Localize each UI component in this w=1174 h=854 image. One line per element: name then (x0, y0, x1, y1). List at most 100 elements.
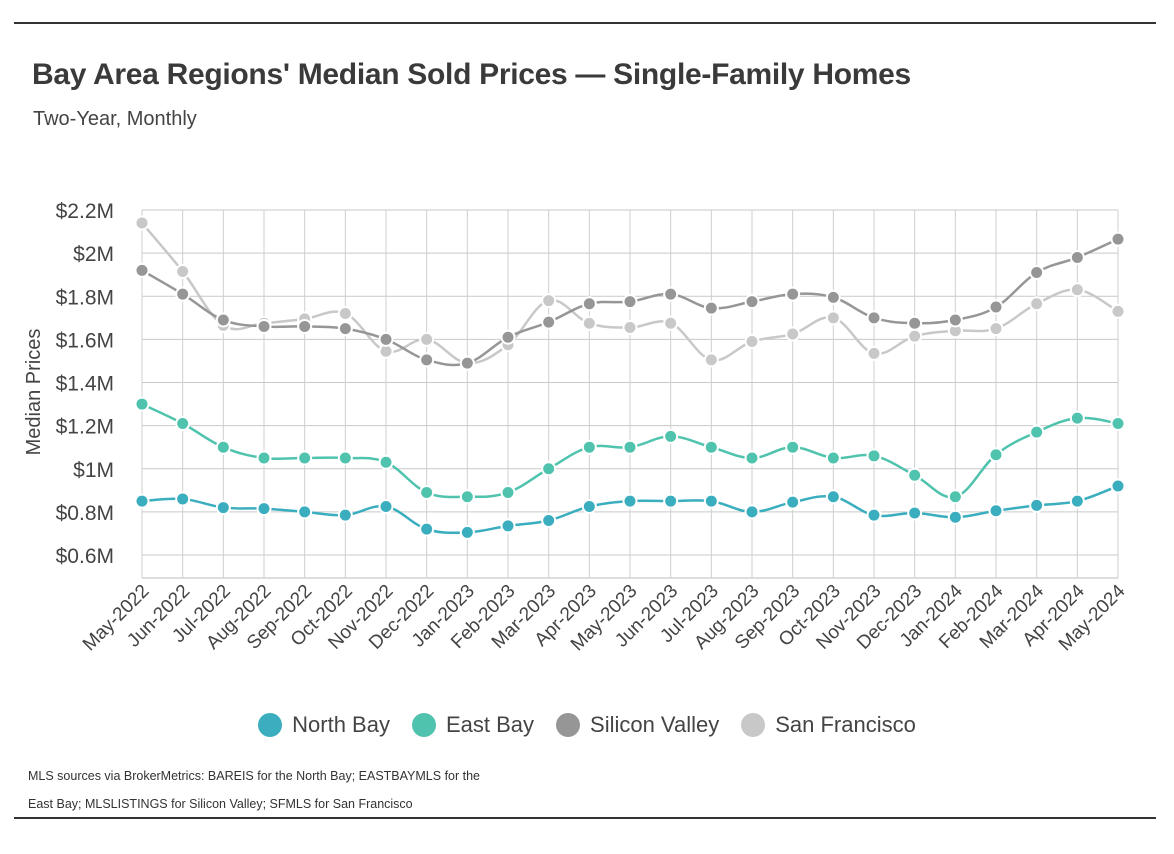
data-point-silicon-valley (947, 312, 963, 328)
data-point-north-bay (663, 493, 679, 509)
legend-swatch-san-francisco (741, 713, 766, 737)
source-note: MLS sources via BrokerMetrics: BAREIS fo… (28, 769, 481, 811)
data-point-san-francisco (866, 345, 882, 361)
y-tick-label: $2.2M (56, 200, 114, 223)
data-point-east-bay (744, 450, 760, 466)
grid-lines (141, 209, 1119, 579)
y-axis-label: Median Prices (23, 329, 45, 456)
chart-subtitle: Two-Year, Monthly (33, 108, 197, 130)
legend-swatch-east-bay (411, 713, 436, 737)
data-point-silicon-valley (988, 299, 1004, 315)
data-point-east-bay (947, 489, 963, 505)
data-point-north-bay (581, 498, 597, 514)
data-point-san-francisco (988, 321, 1004, 337)
data-point-silicon-valley (663, 286, 679, 302)
data-point-north-bay (622, 493, 638, 509)
data-point-silicon-valley (703, 300, 719, 316)
data-point-east-bay (581, 439, 597, 455)
y-tick-label: $2M (73, 243, 114, 266)
data-point-north-bay (825, 489, 841, 505)
y-tick-label: $1.2M (56, 416, 114, 439)
data-point-silicon-valley (541, 314, 557, 330)
data-point-east-bay (297, 450, 313, 466)
legend: North Bay East Bay Silicon Valley San Franc… (0, 712, 1174, 738)
line-chart: $0.6M $0.8M $1M $1.2M $1.4M $1.6M $1.8M $2M $2.2… (23, 200, 1130, 655)
data-point-north-bay (337, 507, 353, 523)
data-point-east-bay (378, 454, 394, 470)
data-point-silicon-valley (785, 286, 801, 302)
legend-swatch-silicon-valley (556, 713, 581, 737)
data-point-san-francisco (419, 331, 435, 347)
data-point-san-francisco (1029, 296, 1045, 312)
data-point-east-bay (1029, 424, 1045, 440)
data-point-north-bay (500, 518, 516, 534)
data-point-silicon-valley (866, 310, 882, 326)
data-point-san-francisco (541, 293, 557, 309)
data-point-north-bay (1029, 497, 1045, 513)
data-point-north-bay (785, 494, 801, 510)
data-point-silicon-valley (297, 318, 313, 334)
data-point-east-bay (866, 448, 882, 464)
top-rule (14, 22, 1156, 24)
data-point-north-bay (907, 505, 923, 521)
y-tick-label: $0.6M (56, 545, 114, 568)
data-point-east-bay (256, 450, 272, 466)
data-point-silicon-valley (1110, 231, 1126, 247)
data-point-san-francisco (1069, 282, 1085, 298)
data-point-silicon-valley (134, 262, 150, 278)
y-tick-label: $1M (73, 459, 114, 482)
data-point-east-bay (785, 439, 801, 455)
legend-item-north-bay: North Bay (258, 712, 390, 738)
data-point-east-bay (1069, 410, 1085, 426)
data-point-east-bay (663, 428, 679, 444)
data-point-north-bay (988, 503, 1004, 519)
x-axis-ticks: May-2022Jun-2022Jul-2022Aug-2022Sep-2022… (79, 580, 1130, 655)
data-point-silicon-valley (419, 352, 435, 368)
legend-item-silicon-valley: Silicon Valley (556, 712, 719, 738)
legend-label-san-francisco: San Francisco (775, 712, 916, 737)
data-point-north-bay (419, 521, 435, 537)
legend-label-north-bay: North Bay (292, 712, 390, 737)
data-point-north-bay (703, 493, 719, 509)
data-point-silicon-valley (459, 355, 475, 371)
data-point-silicon-valley (378, 331, 394, 347)
data-point-north-bay (947, 509, 963, 525)
data-point-north-bay (1110, 478, 1126, 494)
data-point-silicon-valley (744, 294, 760, 310)
data-point-north-bay (134, 493, 150, 509)
data-point-east-bay (215, 439, 231, 455)
data-point-san-francisco (581, 315, 597, 331)
data-point-san-francisco (744, 334, 760, 350)
data-point-east-bay (703, 439, 719, 455)
bottom-rule (14, 817, 1156, 819)
data-point-east-bay (175, 415, 191, 431)
data-point-east-bay (988, 447, 1004, 463)
data-point-east-bay (134, 396, 150, 412)
data-point-silicon-valley (337, 321, 353, 337)
data-point-east-bay (1110, 415, 1126, 431)
data-point-north-bay (297, 504, 313, 520)
data-point-north-bay (256, 501, 272, 517)
data-point-east-bay (500, 484, 516, 500)
data-point-north-bay (175, 491, 191, 507)
data-point-silicon-valley (215, 312, 231, 328)
legend-label-east-bay: East Bay (445, 712, 535, 737)
data-point-san-francisco (175, 263, 191, 279)
data-point-east-bay (419, 484, 435, 500)
y-tick-label: $1.4M (56, 373, 114, 396)
y-axis-ticks: $0.6M $0.8M $1M $1.2M $1.4M $1.6M $1.8M $2M $2.2… (56, 200, 114, 568)
data-point-north-bay (866, 507, 882, 523)
data-point-east-bay (337, 450, 353, 466)
data-point-silicon-valley (256, 318, 272, 334)
data-point-san-francisco (134, 215, 150, 231)
data-point-silicon-valley (907, 315, 923, 331)
chart-title: Bay Area Regions' Median Sold Prices — S… (32, 58, 911, 91)
data-point-east-bay (541, 461, 557, 477)
data-point-silicon-valley (500, 329, 516, 345)
data-point-north-bay (459, 524, 475, 540)
data-point-silicon-valley (175, 286, 191, 302)
data-point-san-francisco (663, 315, 679, 331)
data-point-north-bay (541, 513, 557, 528)
data-point-east-bay (622, 439, 638, 455)
y-tick-label: $1.6M (56, 329, 114, 352)
